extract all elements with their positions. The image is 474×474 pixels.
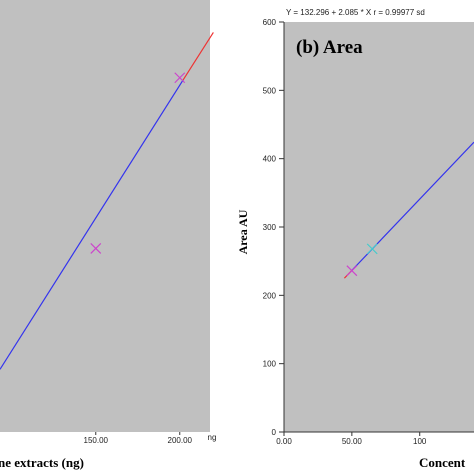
left-x-tick-label: 200.00 (168, 436, 193, 445)
data-point (90, 242, 102, 254)
right-y-tick-label: 200 (263, 291, 277, 300)
right-y-tick-label: 300 (263, 223, 277, 232)
left-x-axis-label: ne extracts (ng) (0, 455, 84, 470)
right-x-tick-label: 50.00 (342, 437, 363, 446)
right-plot-area (284, 22, 474, 432)
left-x-tick-label: 150.00 (84, 436, 109, 445)
data-point-stroke (90, 242, 102, 254)
right-y-tick-label: 600 (263, 18, 277, 27)
left-panel: 150.00 200.00 ng ne extracts (ng) (0, 0, 216, 470)
data-point-stroke (366, 243, 378, 255)
right-marks (343, 141, 474, 279)
right-y-tick-label: 500 (263, 86, 277, 95)
right-x-axis-label: Concent (419, 455, 466, 470)
right-panel-title: (b) Area (296, 37, 363, 58)
right-y-axis-label: Area AU (236, 209, 250, 254)
right-x-ticks: 0.00 50.00 100 (276, 432, 427, 446)
regression-line-extension (182, 32, 214, 81)
left-marks (0, 32, 214, 435)
data-point (174, 72, 186, 84)
data-point-stroke (174, 72, 186, 84)
data-point-stroke (346, 265, 358, 277)
right-y-tick-label: 0 (272, 428, 277, 437)
data-point (366, 243, 378, 255)
right-x-tick-label: 0.00 (276, 437, 292, 446)
right-y-ticks: 0 100 200 300 400 500 600 (263, 18, 284, 437)
right-y-tick-label: 400 (263, 155, 277, 164)
right-panel: Y = 132.296 + 2.085 * X r = 0.99977 sd (… (236, 8, 474, 470)
right-x-tick-label: 100 (413, 437, 427, 446)
right-y-tick-label: 100 (263, 360, 277, 369)
equation-label: Y = 132.296 + 2.085 * X r = 0.99977 sd (286, 8, 425, 17)
left-plot-area (0, 0, 210, 432)
regression-line (0, 79, 184, 370)
data-point (346, 265, 358, 277)
left-x-unit: ng (208, 433, 217, 442)
